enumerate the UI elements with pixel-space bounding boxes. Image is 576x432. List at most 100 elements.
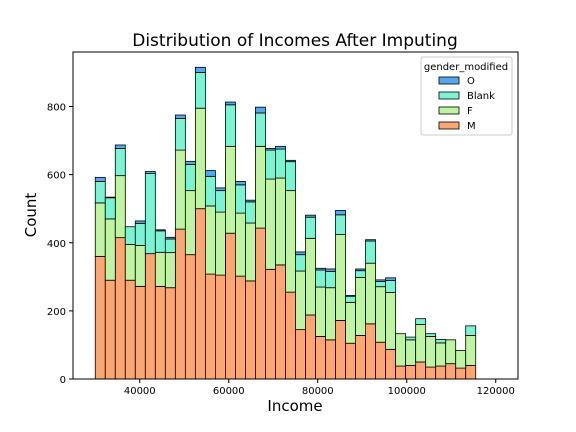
bar-m-31 [406, 365, 416, 379]
bar-blank-17 [265, 150, 275, 179]
bar-f-30 [396, 334, 406, 366]
bar-blank-3 [125, 227, 135, 245]
bar-f-17 [265, 179, 275, 269]
bar-o-15 [245, 200, 255, 202]
bar-o-9 [185, 161, 195, 164]
bar-o-0 [95, 177, 105, 181]
bar-f-29 [386, 292, 396, 349]
bar-o-27 [366, 240, 376, 241]
bar-f-6 [155, 252, 165, 286]
bar-f-4 [135, 245, 145, 286]
bar-m-4 [135, 286, 145, 379]
bar-m-19 [285, 292, 295, 379]
bar-f-37 [466, 335, 476, 365]
bar-blank-4 [135, 223, 145, 245]
bar-m-17 [265, 269, 275, 379]
bar-f-14 [235, 213, 245, 276]
legend: gender_modified O Blank FM [421, 57, 512, 135]
bar-blank-37 [466, 326, 476, 336]
bar-m-15 [245, 281, 255, 379]
bar-o-8 [175, 115, 185, 118]
bar-m-14 [235, 276, 245, 379]
bar-blank-2 [115, 148, 125, 175]
bar-o-4 [135, 221, 145, 223]
bar-m-18 [275, 265, 285, 379]
bar-blank-7 [165, 239, 175, 253]
x-tick-label: 80000 [302, 386, 334, 397]
bar-f-8 [175, 150, 185, 229]
legend-swatch-f [439, 107, 459, 114]
bar-blank-25 [346, 296, 356, 302]
bar-f-27 [366, 263, 376, 324]
x-axis: 40000 60000 80000 100000 120000 [124, 379, 515, 397]
bar-m-5 [145, 254, 155, 379]
bar-m-9 [185, 255, 195, 379]
bar-f-15 [245, 223, 255, 281]
y-tick-label: 800 [47, 103, 66, 114]
legend-swatch-blank [439, 92, 459, 99]
bar-f-0 [95, 203, 105, 256]
bar-blank-28 [376, 282, 386, 287]
bar-o-19 [285, 160, 295, 161]
bar-f-13 [225, 146, 235, 233]
bar-blank-29 [386, 281, 396, 293]
x-tick-label: 120000 [477, 386, 515, 397]
bar-m-28 [376, 342, 386, 379]
bar-o-14 [235, 181, 245, 184]
bar-o-13 [225, 102, 235, 105]
bar-blank-21 [306, 217, 316, 238]
bar-blank-18 [275, 149, 285, 178]
bar-m-11 [205, 274, 215, 379]
bar-f-36 [456, 350, 466, 368]
bar-o-23 [326, 269, 336, 271]
bar-blank-20 [296, 255, 306, 271]
bar-m-35 [446, 364, 456, 379]
bar-f-21 [306, 238, 316, 315]
legend-label-m: M [467, 121, 476, 132]
bar-blank-0 [95, 181, 105, 202]
bar-m-33 [426, 367, 436, 379]
y-axis-label: Count [22, 193, 40, 238]
bar-m-22 [316, 336, 326, 379]
bar-o-7 [165, 237, 175, 239]
bar-f-34 [436, 343, 446, 366]
bar-o-5 [145, 172, 155, 174]
bar-blank-9 [185, 164, 195, 190]
bar-o-16 [255, 107, 265, 113]
bar-f-19 [285, 191, 295, 293]
bar-f-26 [356, 277, 366, 335]
y-tick-label: 200 [47, 307, 66, 318]
bar-blank-1 [105, 198, 115, 219]
bar-blank-5 [145, 174, 155, 254]
bar-f-20 [296, 271, 306, 330]
bar-blank-33 [426, 334, 436, 337]
bar-f-7 [165, 253, 175, 288]
bar-m-36 [456, 368, 466, 379]
bar-blank-32 [416, 319, 426, 325]
bar-m-10 [195, 209, 205, 379]
bar-m-3 [125, 280, 135, 379]
bar-blank-13 [225, 105, 235, 147]
bar-blank-31 [406, 337, 416, 340]
bar-m-2 [115, 238, 125, 379]
bar-f-24 [336, 235, 346, 321]
bar-m-32 [416, 362, 426, 379]
bar-blank-24 [336, 215, 346, 235]
bar-m-8 [175, 229, 185, 379]
bar-o-11 [205, 171, 215, 177]
bar-blank-10 [195, 72, 205, 108]
y-tick-label: 0 [60, 375, 66, 386]
bar-f-33 [426, 336, 436, 367]
bar-f-23 [326, 288, 336, 340]
legend-swatch-o [439, 77, 459, 84]
bar-blank-6 [155, 231, 165, 252]
bar-o-22 [316, 268, 326, 270]
bar-o-17 [265, 148, 275, 150]
bar-o-6 [155, 230, 165, 231]
bar-f-22 [316, 287, 326, 336]
bar-o-25 [346, 296, 356, 297]
legend-label-f: F [467, 106, 473, 117]
legend-swatch-m [439, 122, 459, 129]
bar-m-6 [155, 286, 165, 379]
